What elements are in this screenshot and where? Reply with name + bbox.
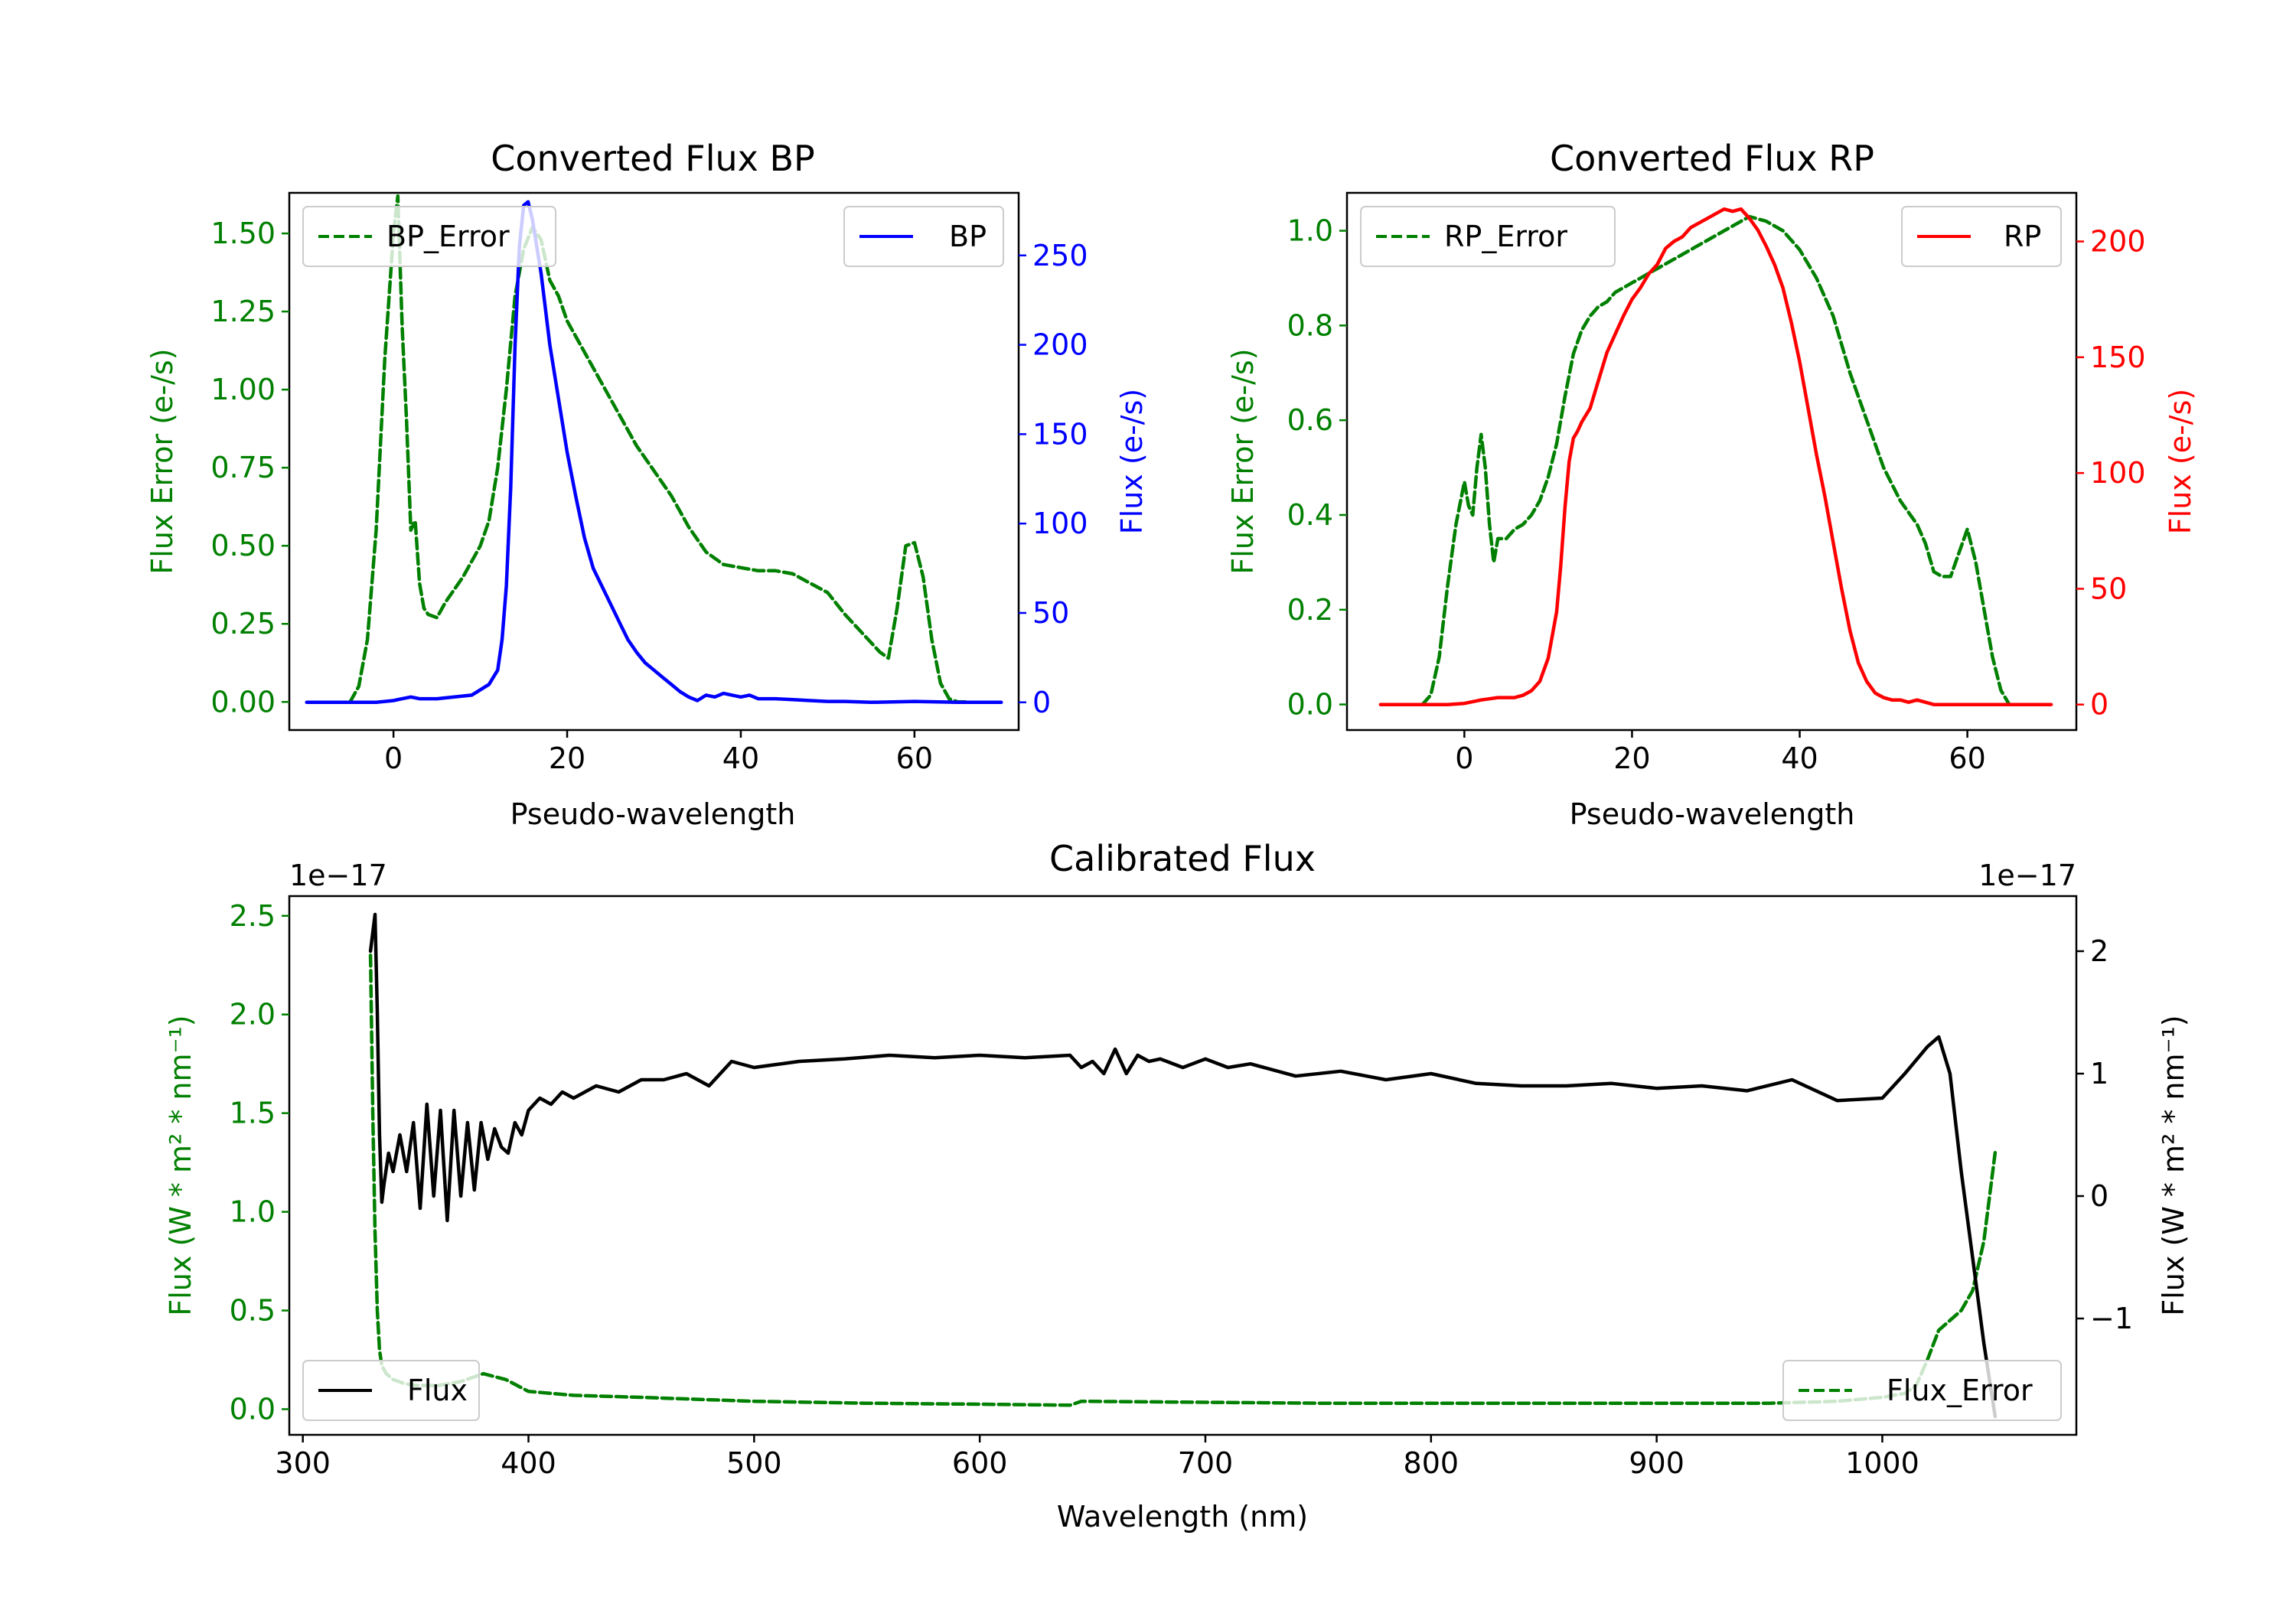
bp-right-axis-label: Flux (e-/s) <box>1115 389 1149 534</box>
calibrated-right-axis-label: Flux (W * m² * nm⁻¹) <box>2157 1015 2190 1315</box>
bp-left-tick-label: 0.00 <box>210 685 276 719</box>
calibrated-x-tick-label: 500 <box>726 1446 782 1480</box>
bp-error-legend: BP_Error <box>302 206 556 267</box>
rp-error-legend-label: RP_Error <box>1444 220 1567 253</box>
rp-flux-legend: RP <box>1901 206 2062 267</box>
bp-right-tick-label: 200 <box>1032 328 1088 362</box>
calibrated-x-axis-label: Wavelength (nm) <box>1057 1500 1308 1534</box>
rp-left-tick-label: 0.8 <box>1287 308 1333 342</box>
rp-right-ticks: 0 50 100 150 200 <box>2076 225 2146 722</box>
rp-left-tick-label: 0.4 <box>1287 498 1333 532</box>
bp-left-tick-label: 0.50 <box>210 529 276 562</box>
bp-flux-legend: BP <box>843 206 1004 267</box>
bp-left-tick-label: 0.75 <box>210 451 276 484</box>
bp-chart: Converted Flux BP 0 20 40 60 0.000.250.500.… <box>145 138 1149 831</box>
rp-left-ticks: 0.0 0.2 0.4 0.6 0.8 1.0 <box>1287 214 1347 722</box>
left-offset-text: 1e−17 <box>289 859 387 892</box>
calibrated-x-ticks: 300 400 500 600 700 800 900 1000 <box>275 1435 1919 1480</box>
rp-left-tick-label: 0.6 <box>1287 403 1333 437</box>
bp-left-tick-label: 1.50 <box>210 217 276 250</box>
bp-left-axis-label: Flux Error (e-/s) <box>145 348 179 574</box>
calibrated-x-tick-label: 300 <box>275 1446 331 1480</box>
calibrated-x-tick-label: 400 <box>501 1446 556 1480</box>
rp-rp-line <box>1378 207 2053 706</box>
calibrated-left-axis-label: Flux (W * m² * nm⁻¹) <box>164 1015 197 1315</box>
calibrated-x-tick-label: 800 <box>1404 1446 1459 1480</box>
rp-plot-frame <box>1345 191 2078 732</box>
bp-error-legend-label: BP_Error <box>386 220 510 253</box>
bp-right-tick-label: 100 <box>1032 507 1088 540</box>
rp-error-legend: RP_Error <box>1360 206 1616 267</box>
calibrated-left-ticks: 0.0 0.5 1.0 1.5 2.0 2.5 <box>230 899 289 1426</box>
rp-x-tick-label: 0 <box>1455 742 1473 775</box>
rp-x-ticks: 0 20 40 60 <box>1455 730 1986 775</box>
bp-x-tick-label: 40 <box>722 742 759 775</box>
calibrated-left-tick-label: 1.5 <box>230 1097 276 1130</box>
calibrated-chart: Calibrated Flux 300 400 500 600 700 800 900 100… <box>164 838 2190 1534</box>
calibrated-x-tick-label: 600 <box>952 1446 1008 1480</box>
bp-right-ticks: 0 50 100 150 200 250 <box>1019 239 1088 719</box>
bp-x-tick-label: 60 <box>896 742 933 775</box>
calibrated-right-tick-label: 0 <box>2090 1179 2108 1213</box>
flux-error-legend: Flux_Error <box>1782 1360 2062 1421</box>
calibrated-right-tick-label: 2 <box>2090 934 2108 968</box>
calibrated-left-tick-label: 2.5 <box>230 899 276 933</box>
calibrated-right-ticks: −1 0 1 2 <box>2076 934 2133 1335</box>
bp-left-ticks: 0.00 0.25 0.50 0.75 1.00 1.25 1.50 <box>210 217 289 719</box>
bp-left-tick-label: 1.25 <box>210 295 276 328</box>
rp-right-tick-label: 0 <box>2090 688 2108 722</box>
rp-lines <box>1378 207 2053 706</box>
rp-chart: Converted Flux RP 0 20 40 60 0.00.20.40.60.… <box>1226 138 2197 831</box>
rp-right-tick-label: 50 <box>2090 572 2127 605</box>
rp-x-axis-label: Pseudo-wavelength <box>1570 797 1855 831</box>
bp-left-tick-label: 0.25 <box>210 607 276 641</box>
flux-legend-label: Flux <box>407 1374 468 1407</box>
rp-x-tick-label: 60 <box>1949 742 1985 775</box>
rp-rp-error-line <box>1420 214 2011 706</box>
rp-right-axis-label: Flux (e-/s) <box>2164 389 2197 534</box>
rp-left-axis-label: Flux Error (e-/s) <box>1226 348 1260 574</box>
calibrated-left-tick-label: 0.0 <box>230 1392 276 1426</box>
calibrated-x-tick-label: 700 <box>1178 1446 1234 1480</box>
calibrated-left-tick-label: 2.0 <box>230 998 276 1032</box>
calibrated-left-tick-label: 0.5 <box>230 1294 276 1328</box>
right-offset-text: 1e−17 <box>1978 859 2076 892</box>
bp-flux-legend-label: BP <box>949 220 987 253</box>
calibrated-flux-line <box>368 912 1998 1419</box>
calibrated-plot-frame <box>288 895 2078 1436</box>
calibrated-right-tick-label: 1 <box>2090 1057 2108 1090</box>
bp-lines <box>305 194 1003 705</box>
calibrated-left-tick-label: 1.0 <box>230 1195 276 1229</box>
bp-plot-frame <box>288 191 1020 732</box>
bp-right-tick-label: 50 <box>1032 596 1069 630</box>
flux-legend: Flux <box>302 1360 480 1421</box>
flux-error-legend-label: Flux_Error <box>1887 1374 2033 1407</box>
bp-bp-line <box>305 200 1003 705</box>
rp-chart-title: Converted Flux RP <box>1550 138 1874 179</box>
calibrated-x-tick-label: 900 <box>1629 1446 1684 1480</box>
calibrated-right-tick-label: −1 <box>2090 1302 2133 1335</box>
rp-left-tick-label: 0.0 <box>1287 688 1333 722</box>
rp-x-tick-label: 40 <box>1781 742 1818 775</box>
bp-left-tick-label: 1.00 <box>210 373 276 406</box>
bp-x-tick-label: 0 <box>384 742 403 775</box>
bp-right-tick-label: 250 <box>1032 239 1088 272</box>
bp-bp-error-line <box>348 194 969 704</box>
calibrated-x-tick-label: 1000 <box>1845 1446 1919 1480</box>
rp-right-tick-label: 100 <box>2090 456 2146 490</box>
rp-x-tick-label: 20 <box>1613 742 1650 775</box>
bp-x-tick-label: 20 <box>549 742 585 775</box>
rp-left-tick-label: 1.0 <box>1287 214 1333 248</box>
rp-left-tick-label: 0.2 <box>1287 593 1333 627</box>
bp-right-tick-label: 150 <box>1032 417 1088 451</box>
bp-x-axis-label: Pseudo-wavelength <box>510 797 796 831</box>
rp-right-tick-label: 200 <box>2090 225 2146 259</box>
bp-x-ticks: 0 20 40 60 <box>384 730 933 775</box>
bp-right-tick-label: 0 <box>1032 686 1051 719</box>
calibrated-chart-title: Calibrated Flux <box>1049 838 1316 879</box>
bp-chart-title: Converted Flux BP <box>491 138 815 179</box>
rp-right-tick-label: 150 <box>2090 341 2146 374</box>
rp-flux-legend-label: RP <box>2004 220 2041 253</box>
